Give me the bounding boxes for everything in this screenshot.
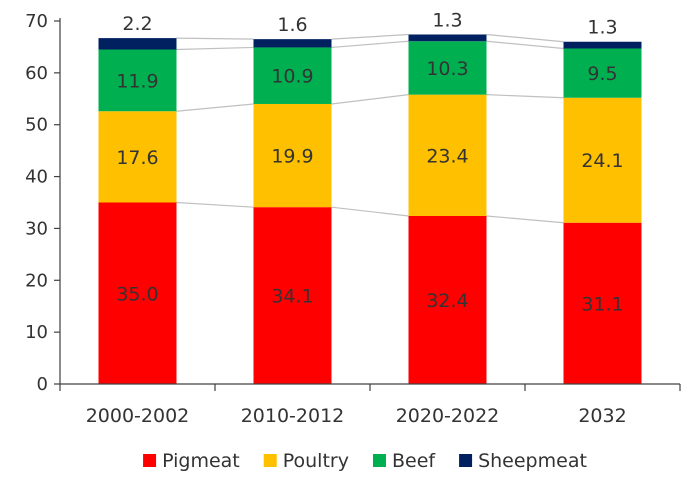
data-label-poultry-2010-2012: 19.9 (271, 146, 313, 168)
data-label-poultry-2000-2002: 17.6 (116, 147, 158, 169)
data-label-pigmeat-2020-2022: 32.4 (426, 290, 468, 312)
data-label-sheepmeat-2010-2012: 1.6 (277, 14, 307, 36)
connector-line-sheepmeat-0 (176, 37, 254, 40)
y-tick-label: 50 (25, 115, 48, 136)
legend-label-sheepmeat: Sheepmeat (478, 450, 587, 472)
bar-beef-2010-2012 (253, 47, 332, 104)
data-label-pigmeat-2010-2012: 34.1 (271, 286, 313, 308)
bar-beef-2032 (563, 48, 642, 98)
legend-label-beef: Beef (392, 450, 436, 472)
connector-line-beef-1 (331, 40, 409, 49)
connector-line-beef-0 (176, 46, 254, 51)
connector-line-sheepmeat-1 (331, 33, 409, 40)
bar-sheepmeat-2020-2022 (408, 34, 487, 42)
connector-line-pigmeat-1 (331, 206, 409, 217)
data-label-sheepmeat-2032: 1.3 (587, 17, 617, 39)
bar-pigmeat-2000-2002 (98, 202, 177, 384)
bar-poultry-2010-2012 (253, 103, 332, 208)
bar-pigmeat-2020-2022 (408, 215, 487, 384)
connector-line-poultry-1 (331, 94, 409, 105)
connector-line-beef-2 (486, 40, 564, 50)
data-label-pigmeat-2000-2002: 35.0 (116, 283, 158, 305)
bar-pigmeat-2010-2012 (253, 207, 332, 384)
x-tick-label: 2010-2012 (241, 405, 345, 427)
legend-swatch-beef (372, 454, 386, 467)
y-tick-label: 70 (25, 11, 48, 32)
data-label-beef-2032: 9.5 (587, 63, 617, 85)
connector-line-sheepmeat-2 (486, 33, 564, 43)
data-label-poultry-2020-2022: 23.4 (426, 145, 468, 167)
y-tick-label: 30 (25, 218, 48, 239)
y-tick-label: 0 (37, 374, 48, 395)
connector-line-poultry-0 (176, 103, 254, 112)
x-tick-label: 2000-2002 (86, 405, 190, 427)
data-label-beef-2010-2012: 10.9 (271, 66, 313, 88)
data-label-beef-2000-2002: 11.9 (116, 70, 158, 92)
axes: 0 10 20 30 40 50 60 70 2000-2002 2010-2012 2020-20… (25, 11, 681, 427)
bars (98, 34, 642, 384)
legend: Pigmeat Poultry Beef Sheepmeat (143, 450, 587, 472)
data-label-sheepmeat-2020-2022: 1.3 (432, 9, 462, 31)
y-tick-label: 10 (25, 322, 48, 343)
bar-poultry-2000-2002 (98, 111, 177, 203)
connector-line-pigmeat-0 (176, 201, 254, 208)
bar-sheepmeat-2010-2012 (253, 39, 332, 48)
bar-sheepmeat-2000-2002 (98, 38, 177, 50)
data-label-poultry-2032: 24.1 (581, 150, 623, 172)
bar-poultry-2020-2022 (408, 94, 487, 216)
y-tick-label: 60 (25, 63, 48, 84)
connector-lines (176, 33, 564, 224)
legend-swatch-pigmeat (143, 454, 157, 467)
connector-line-pigmeat-2 (486, 215, 564, 224)
bar-sheepmeat-2032 (563, 41, 642, 49)
legend-swatch-poultry (263, 454, 277, 467)
bar-beef-2000-2002 (98, 49, 177, 112)
y-tick-label: 40 (25, 167, 48, 188)
bar-poultry-2032 (563, 97, 642, 223)
x-tick-label: 2032 (578, 405, 626, 427)
data-labels: 35.0 17.6 11.9 2.2 34.1 19.9 10.9 1.6 32.4 23.4 10… (116, 9, 623, 315)
connector-line-poultry-2 (486, 94, 564, 99)
bar-pigmeat-2032 (563, 222, 642, 384)
bar-beef-2020-2022 (408, 41, 487, 95)
data-label-sheepmeat-2000-2002: 2.2 (122, 13, 152, 35)
legend-label-pigmeat: Pigmeat (162, 450, 240, 472)
y-tick-label: 20 (25, 270, 48, 291)
x-tick-label: 2020-2022 (396, 405, 500, 427)
legend-label-poultry: Poultry (283, 450, 349, 472)
legend-swatch-sheepmeat (459, 454, 473, 467)
data-label-pigmeat-2032: 31.1 (581, 293, 623, 315)
data-label-beef-2020-2022: 10.3 (426, 58, 468, 80)
